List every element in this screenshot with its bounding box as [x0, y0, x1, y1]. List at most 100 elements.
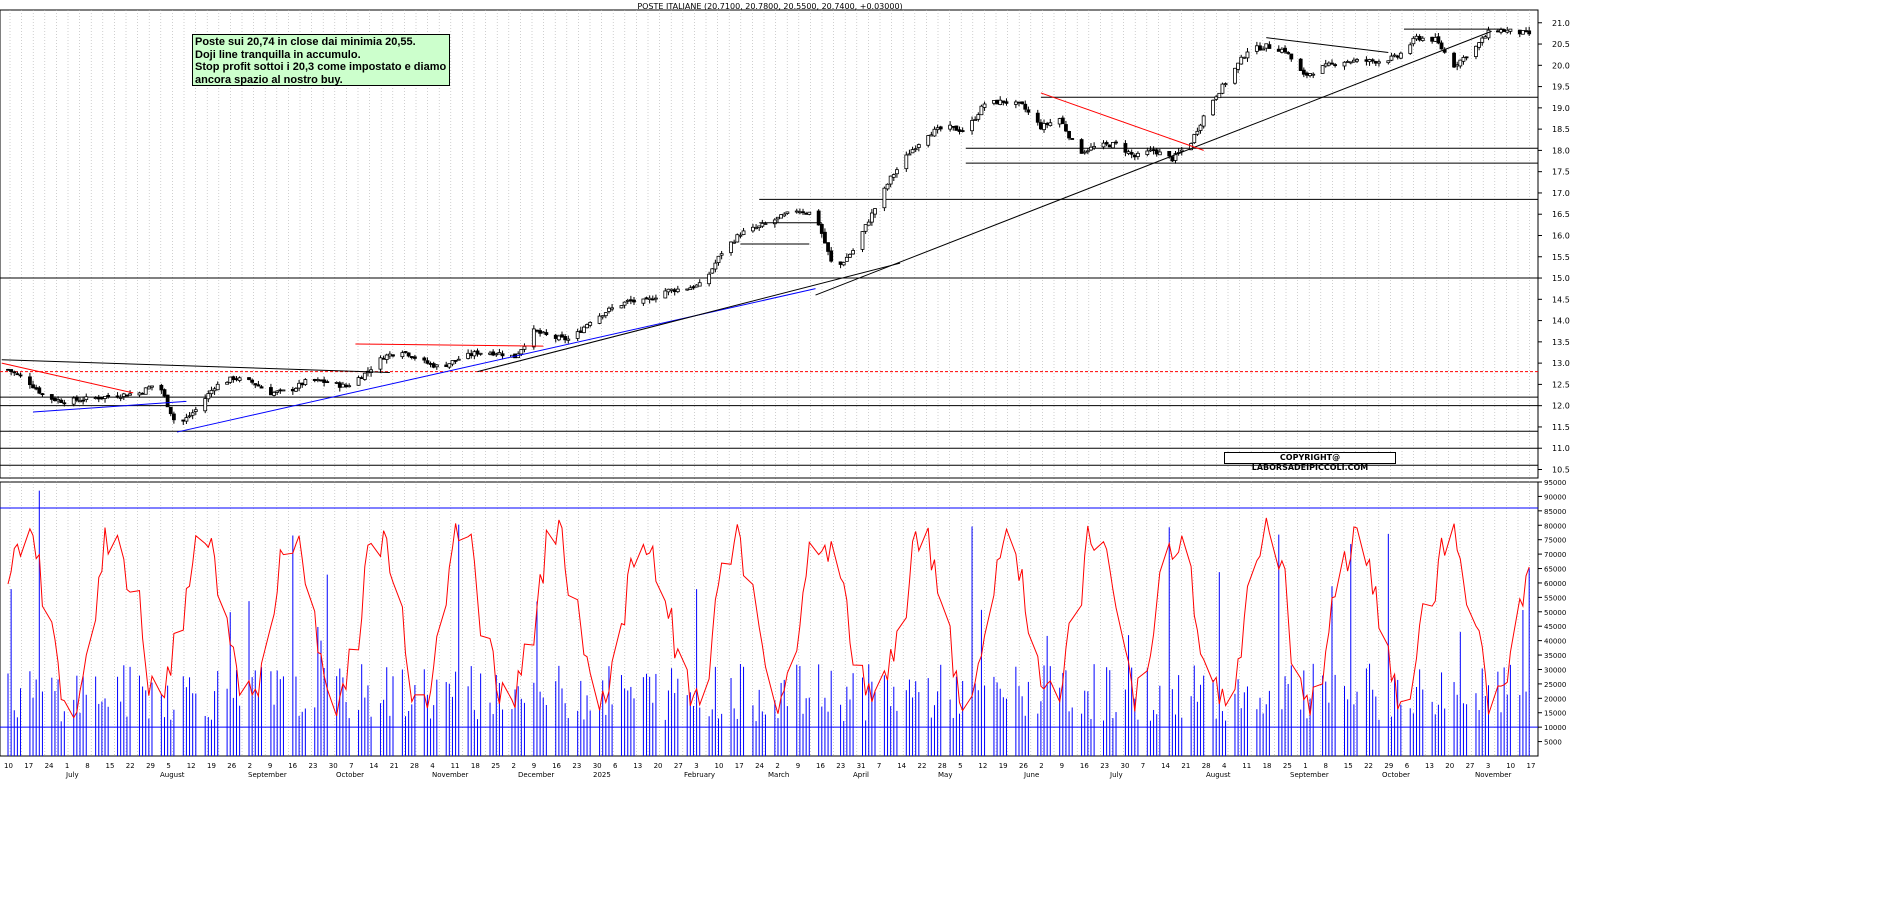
- candle-body: [6, 368, 10, 371]
- candle-body: [1508, 28, 1513, 32]
- candle-body: [469, 353, 474, 357]
- volume-axis-tick-label: 70000: [1544, 551, 1566, 559]
- candle-body: [325, 381, 330, 384]
- candle-body: [118, 397, 123, 399]
- candle-body: [1320, 65, 1325, 74]
- price-axis-tick-label: 19.0: [1552, 104, 1570, 113]
- candle-body: [422, 357, 427, 361]
- x-axis-month-label: May: [938, 771, 952, 779]
- x-axis-day-label: 17: [24, 762, 33, 770]
- candle-body: [165, 394, 170, 408]
- volume-axis-tick-label: 80000: [1544, 522, 1566, 530]
- candle-body: [247, 377, 251, 380]
- volume-bars: [7, 490, 1530, 756]
- x-axis-day-label: 7: [1141, 762, 1145, 770]
- x-axis-day-label: 11: [451, 762, 460, 770]
- x-axis-day-label: 4: [1222, 762, 1227, 770]
- candle-body: [1148, 149, 1153, 152]
- candle-body: [1045, 123, 1050, 126]
- volume-axis-tick-label: 15000: [1544, 710, 1566, 718]
- candle-body: [816, 210, 821, 226]
- x-axis-day-label: 27: [674, 762, 683, 770]
- candle-body: [1089, 146, 1093, 151]
- candle-body: [275, 390, 280, 393]
- candle-body: [478, 352, 483, 355]
- candle-body: [1060, 117, 1065, 125]
- candle-body: [488, 352, 492, 355]
- candle-body: [904, 154, 909, 170]
- candle-body: [215, 383, 220, 391]
- candle-body: [1308, 73, 1312, 77]
- price-axis-tick-label: 18.0: [1552, 146, 1570, 155]
- volume-axis-tick-label: 85000: [1544, 508, 1566, 516]
- candle-body: [707, 273, 712, 285]
- candle-body: [140, 392, 145, 395]
- candle-body: [866, 221, 871, 226]
- candle-body: [1026, 109, 1031, 113]
- candle-body: [575, 331, 580, 339]
- price-axis-tick-label: 16.0: [1552, 231, 1570, 240]
- candle-body: [741, 230, 746, 235]
- annotation-note: Poste sui 20,74 in close dai minimia 20,…: [192, 34, 450, 86]
- candle-body: [356, 377, 361, 386]
- candle-body: [1392, 54, 1397, 57]
- candle-body: [447, 363, 452, 368]
- candle-body: [491, 351, 496, 356]
- candle-body: [556, 335, 561, 341]
- candle-body: [472, 351, 477, 357]
- candle-body: [362, 372, 367, 380]
- candle-body: [1286, 52, 1291, 54]
- candle-body: [519, 349, 524, 355]
- volume-axis-tick-label: 10000: [1544, 724, 1566, 732]
- candle-body: [37, 387, 42, 394]
- candle-body: [628, 299, 633, 302]
- candle-body: [1461, 57, 1466, 62]
- x-axis-month-label: September: [248, 771, 287, 779]
- x-axis-day-label: 28: [410, 762, 419, 770]
- candle-body: [1092, 146, 1097, 149]
- candle-body: [1211, 99, 1215, 116]
- candle-body: [751, 226, 755, 232]
- price-axis-tick-label: 17.5: [1552, 168, 1570, 177]
- candle-body: [829, 250, 834, 262]
- candle-body: [1110, 142, 1115, 149]
- candle-body: [1474, 45, 1478, 57]
- candle-body: [125, 394, 129, 397]
- candle-body: [647, 297, 652, 300]
- x-axis-day-label: 30: [329, 762, 338, 770]
- candle-body: [431, 363, 436, 368]
- candle-body: [250, 379, 255, 383]
- candle-body: [1236, 62, 1240, 70]
- candle-body: [341, 383, 345, 388]
- candle-body: [1104, 142, 1109, 145]
- candle-body: [538, 330, 542, 334]
- candle-body: [1107, 144, 1112, 148]
- candle-body: [691, 286, 696, 289]
- x-axis-month-label: June: [1023, 771, 1039, 779]
- candle-body: [1495, 30, 1500, 33]
- x-axis-day-label: 26: [1019, 762, 1028, 770]
- volume-axis-tick-label: 20000: [1544, 695, 1566, 703]
- candle-body: [1070, 138, 1075, 140]
- candle-body: [807, 211, 812, 215]
- candle-body: [234, 378, 239, 381]
- candle-body: [603, 312, 608, 317]
- candle-body: [1136, 152, 1140, 157]
- candle-body: [171, 413, 176, 421]
- candle-body: [1042, 123, 1046, 131]
- candle-body: [1521, 30, 1525, 35]
- blue-short-trendline: [33, 400, 187, 413]
- x-axis-day-label: 4: [430, 762, 435, 770]
- candle-body: [650, 298, 655, 301]
- candle-body: [544, 332, 549, 335]
- candle-body: [1013, 101, 1018, 105]
- candle-body: [882, 187, 887, 209]
- oscillator-line: [7, 517, 1530, 719]
- candle-body: [776, 216, 780, 220]
- candle-body: [1242, 56, 1247, 59]
- candle-body: [78, 400, 82, 403]
- candle-body: [588, 321, 593, 326]
- candle-body: [49, 394, 54, 400]
- candle-body: [1502, 29, 1507, 32]
